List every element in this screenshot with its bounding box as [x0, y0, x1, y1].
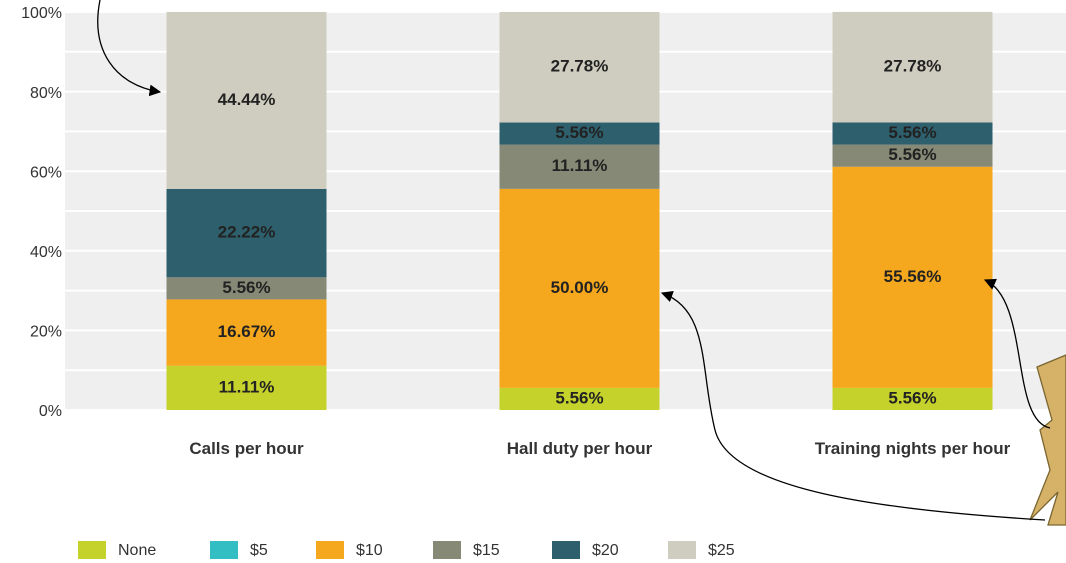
bar-segment: [832, 144, 993, 167]
data-label: 27.78%: [551, 57, 609, 76]
bar-segment: [166, 299, 327, 366]
x-tick-label-box: Hall duty per hour: [413, 438, 746, 460]
legend-label: $20: [592, 542, 619, 559]
arrow: [983, 278, 1051, 429]
x-tick-label: Calls per hour: [189, 439, 304, 458]
data-label: 5.56%: [888, 388, 936, 407]
bar-segment: [832, 387, 993, 410]
y-tick-label: 40%: [30, 244, 62, 261]
bar-segment: [166, 365, 327, 410]
legend-swatch: [433, 541, 461, 559]
data-label: 11.11%: [552, 156, 608, 175]
arrow: [97, 0, 162, 97]
bar-segment: [499, 387, 660, 410]
y-tick-label: 20%: [30, 324, 62, 341]
legend-label: $5: [250, 542, 268, 559]
y-tick-label: 60%: [30, 164, 62, 181]
data-label: 5.56%: [555, 123, 603, 142]
annotations: [97, 0, 1066, 526]
callout-shape: [1029, 354, 1066, 526]
data-label: 11.11%: [219, 377, 275, 396]
legend-swatch: [210, 541, 238, 559]
legend-label: None: [118, 542, 156, 559]
y-tick-label: 100%: [21, 5, 62, 22]
bar-segment: [832, 11, 993, 123]
arrow: [660, 291, 1046, 521]
bar-segment: [166, 188, 327, 278]
bar-segment: [499, 144, 660, 189]
x-tick-label-box: Calls per hour: [80, 438, 413, 460]
data-label: 55.56%: [884, 267, 942, 286]
x-tick-label-box: Training nights per hour: [746, 438, 1066, 460]
bar-segment: [499, 122, 660, 145]
bar-segment: [499, 11, 660, 123]
legend-swatch: [78, 541, 106, 559]
x-tick-label: Training nights per hour: [814, 439, 1011, 458]
bar-segment: [166, 12, 327, 189]
legend-swatch: [316, 541, 344, 559]
y-tick-label: 0%: [39, 403, 62, 420]
bar-segment: [832, 166, 993, 388]
data-label: 5.56%: [222, 278, 270, 297]
data-label: 5.56%: [888, 123, 936, 142]
legend-label: $10: [356, 542, 383, 559]
data-label: 5.56%: [888, 145, 936, 164]
legend-label: $25: [708, 542, 735, 559]
data-label: 50.00%: [551, 278, 609, 297]
legend-swatch: [552, 541, 580, 559]
bar-segment: [832, 122, 993, 145]
bar-segment: [166, 277, 327, 300]
x-tick-label: Hall duty per hour: [506, 439, 653, 458]
data-label: 27.78%: [884, 57, 942, 76]
y-tick-label: 80%: [30, 85, 62, 102]
data-label: 44.44%: [218, 90, 276, 109]
data-label: 5.56%: [555, 388, 603, 407]
bar-segment: [499, 188, 660, 388]
legend-label: $15: [473, 542, 500, 559]
data-label: 22.22%: [218, 223, 276, 242]
legend-swatch: [668, 541, 696, 559]
data-label: 16.67%: [218, 322, 276, 341]
